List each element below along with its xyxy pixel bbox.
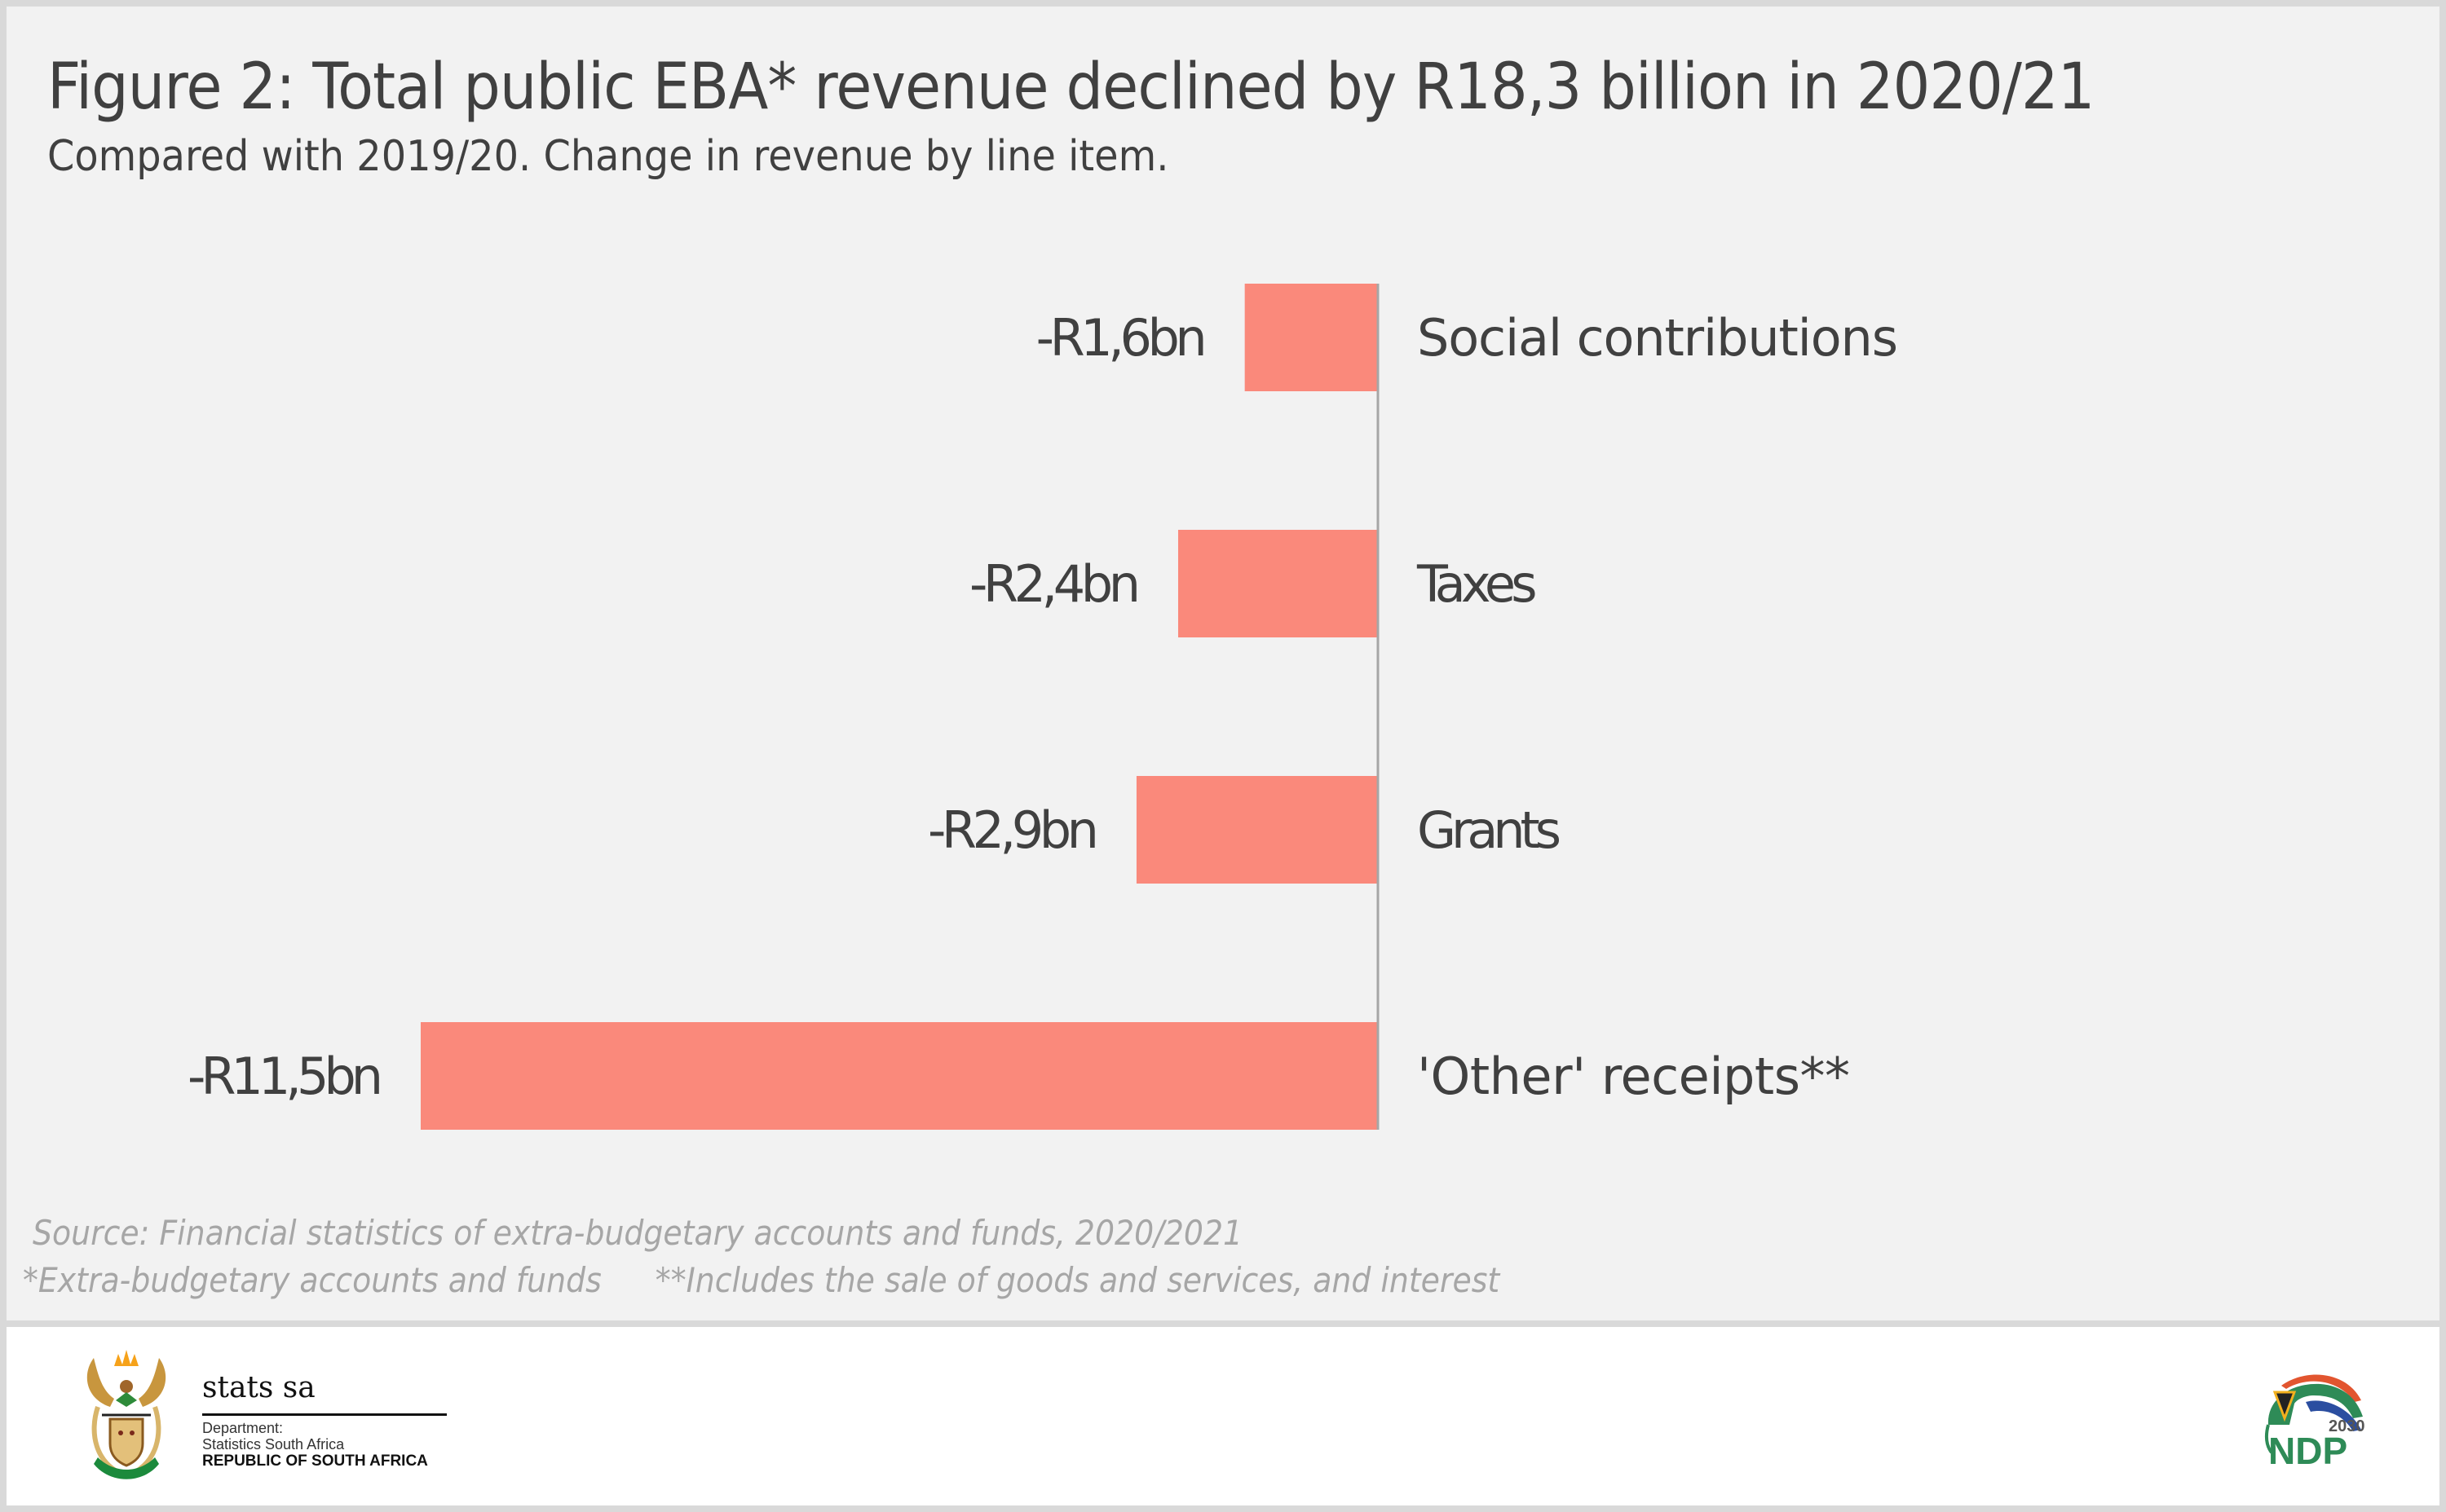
source-note: Source: Financial statistics of extra-bu… <box>33 1213 1243 1253</box>
bar-2 <box>1136 776 1378 884</box>
bars-layer <box>421 284 1378 1130</box>
ndp-year: 2030 <box>2329 1417 2365 1435</box>
labels-layer: -R1,6bn Social contributions -R2,4bn Taxes -… <box>188 308 1898 1106</box>
chart-subtitle: Compared with 2019/20. Change in revenue… <box>47 132 1169 181</box>
category-label-0: Social contributions <box>1417 308 1898 368</box>
value-label-2: -R2,9bn <box>928 800 1099 860</box>
coat-of-arms-icon <box>86 1350 166 1479</box>
bar-1 <box>1177 530 1378 637</box>
footer-bar <box>7 1327 2439 1505</box>
statssa-logo: stats sa Department: Statistics South Af… <box>73 1337 465 1496</box>
footnote-other-receipts: **Includes the sale of goods and service… <box>655 1260 1500 1300</box>
value-label-3: -R11,5bn <box>188 1047 383 1106</box>
ndp-logo-icon: 2030 NDP <box>2264 1374 2365 1472</box>
statssa-department: Department: <box>202 1420 284 1436</box>
bar-3 <box>421 1022 1378 1130</box>
category-label-1: Taxes <box>1416 554 1538 614</box>
statssa-rule <box>202 1413 447 1416</box>
footnote-eba: *Extra-budgetary accounts and funds <box>23 1260 602 1300</box>
statssa-name: stats sa <box>202 1371 316 1404</box>
chart-title: Figure 2: Total public EBA* revenue decl… <box>47 51 2095 124</box>
category-label-2: Grants <box>1417 800 1561 860</box>
bar-0 <box>1244 284 1378 391</box>
statssa-country: REPUBLIC OF SOUTH AFRICA <box>202 1452 428 1470</box>
category-label-3: 'Other' receipts** <box>1417 1047 1850 1106</box>
ndp-name: NDP <box>2268 1430 2347 1472</box>
bar-chart: -R1,6bn Social contributions -R2,4bn Taxes -… <box>188 284 1898 1130</box>
statssa-org: Statistics South Africa <box>202 1436 345 1452</box>
value-label-0: -R1,6bn <box>1036 308 1208 368</box>
value-label-1: -R2,4bn <box>969 554 1141 614</box>
footnotes: *Extra-budgetary accounts and funds **In… <box>23 1260 1499 1300</box>
